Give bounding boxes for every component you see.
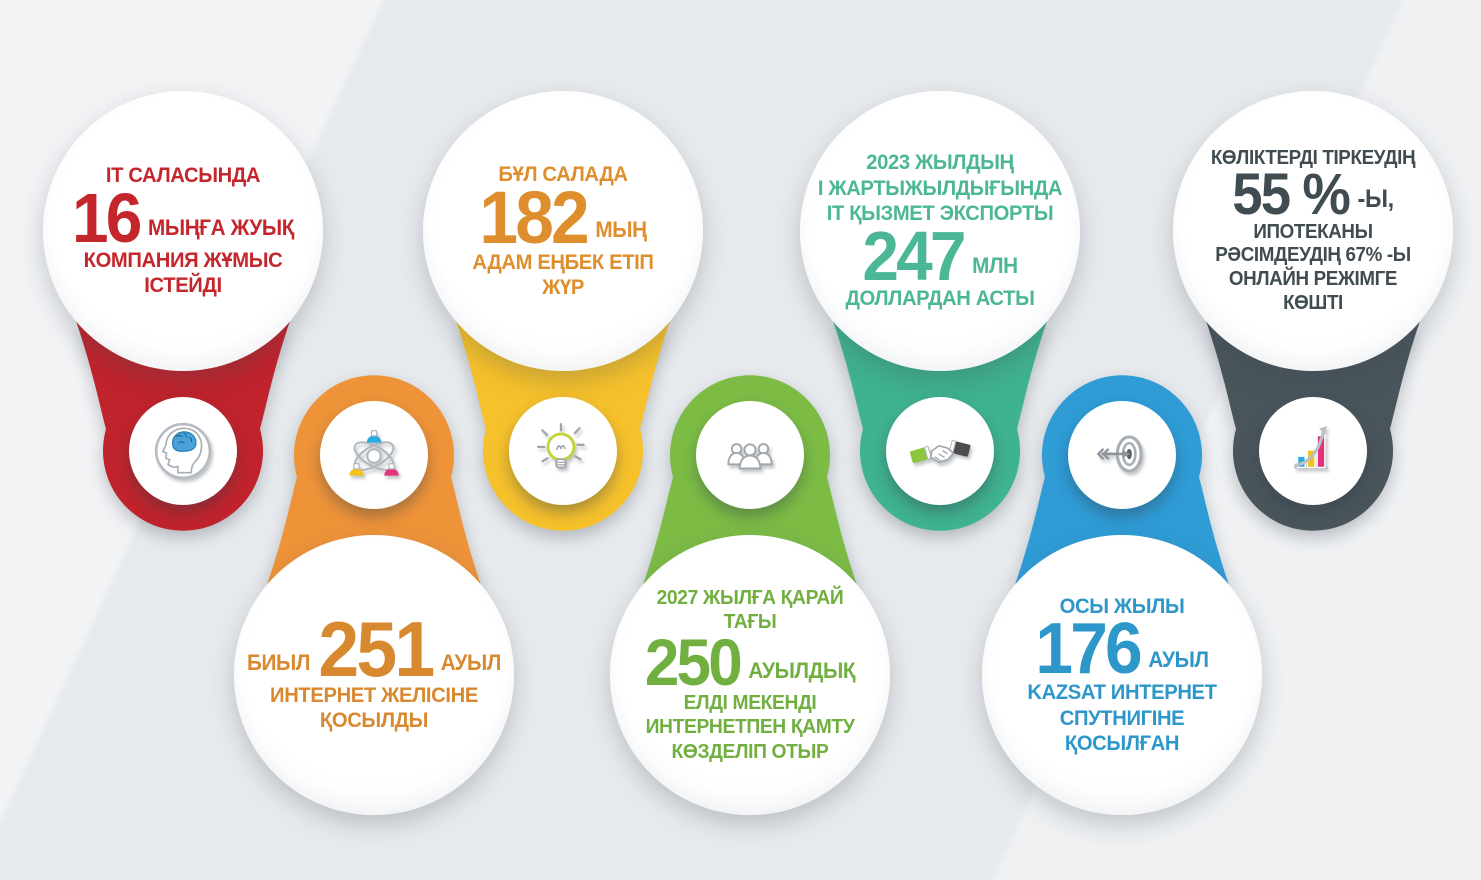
- stat-unit-villages-2027-plan: 2027 ЖЫЛҒА ҚАРАЙ ТАҒЫ 250 АУЫЛДЫҚ ЕЛДІ М…: [590, 0, 910, 880]
- team-people-icon: [696, 401, 804, 509]
- stat-line: KAZSAT ИНТЕРНЕТ: [1027, 680, 1217, 705]
- stat-line: ІСТЕЙДІ: [144, 273, 222, 298]
- idea-bulb-icon: [509, 397, 617, 505]
- stat-line: ИПОТЕКАНЫ: [1253, 220, 1373, 243]
- handshake-icon: [886, 397, 994, 505]
- stat-line: ИНТЕРНЕТПЕН ҚАМТУ: [645, 715, 855, 739]
- stat-text: КӨЛІКТЕРДІ ТІРКЕУДІҢ 55 % -Ы, ИПОТЕКАНЫ …: [1181, 91, 1444, 371]
- stat-line: ОНЛАЙН РЕЖІМГЕ: [1228, 267, 1398, 290]
- stat-number-suffix: АУЫЛ: [1148, 647, 1209, 673]
- stat-line: КӨШТІ: [1283, 291, 1343, 314]
- stat-number-row: 55 % -Ы,: [1232, 162, 1394, 228]
- stat-number-suffix: МЫҢҒА ЖУЫҚ: [148, 215, 295, 241]
- connector-shape: [76, 321, 290, 531]
- connector-shape: [267, 375, 481, 585]
- stat-bubble: БИЫЛ 251 АУЫЛ ИНТЕРНЕТ ЖЕЛІСІНЕ ҚОСЫЛДЫ: [234, 535, 514, 815]
- stat-number-suffix: МЛН: [972, 253, 1018, 279]
- stat-bubble: IT САЛАСЫНДА 16 МЫҢҒА ЖУЫҚ КОМПАНИЯ ЖҰМЫ…: [43, 91, 323, 371]
- target-arrow-icon: [1068, 401, 1176, 509]
- stat-line: АДАМ ЕҢБЕК ЕТІП: [472, 249, 654, 274]
- connector-shape: [643, 375, 857, 585]
- stat-number-row: 247 МЛН: [862, 216, 1018, 295]
- stat-line: І ЖАРТЫЖЫЛДЫҒЫНДА: [817, 175, 1063, 200]
- stat-line: ЖҮР: [542, 275, 584, 300]
- stat-line: КОМПАНИЯ ЖҰМЫС: [83, 248, 283, 273]
- stat-line: ОСЫ ЖЫЛЫ: [1059, 593, 1185, 618]
- stat-text: 2027 ЖЫЛҒА ҚАРАЙ ТАҒЫ 250 АУЫЛДЫҚ ЕЛДІ М…: [618, 535, 881, 815]
- stat-text: БҰЛ САЛАДА 182 МЫҢ АДАМ ЕҢБЕК ЕТІП ЖҮР: [431, 91, 694, 371]
- stat-line: IT ҚЫЗМЕТ ЭКСПОРТЫ: [826, 201, 1054, 226]
- stat-number-row: 182 МЫҢ: [479, 175, 647, 259]
- stat-line: 2027 ЖЫЛҒА ҚАРАЙ: [656, 586, 844, 610]
- stat-line: БҰЛ САЛАДА: [498, 161, 628, 186]
- stat-line: ҚОСЫЛДЫ: [319, 707, 429, 732]
- stat-line: ҚОСЫЛҒАН: [1064, 730, 1180, 755]
- stat-line: ИНТЕРНЕТ ЖЕЛІСІНЕ: [270, 682, 478, 707]
- stat-line: 2023 ЖЫЛДЫҢ: [866, 150, 1014, 175]
- stat-unit-it-companies: IT САЛАСЫНДА 16 МЫҢҒА ЖУЫҚ КОМПАНИЯ ЖҰМЫ…: [23, 0, 343, 880]
- stat-unit-villages-internet: БИЫЛ 251 АУЫЛ ИНТЕРНЕТ ЖЕЛІСІНЕ ҚОСЫЛДЫ: [214, 0, 534, 880]
- stat-bubble: БҰЛ САЛАДА 182 МЫҢ АДАМ ЕҢБЕК ЕТІП ЖҮР: [423, 91, 703, 371]
- connector-shape: [1206, 321, 1420, 531]
- stat-number: 182: [479, 175, 589, 259]
- growth-chart-icon: [1259, 397, 1367, 505]
- stat-line: ЕЛДІ МЕКЕНДІ: [683, 691, 817, 715]
- connector-shape: [456, 321, 670, 531]
- stat-number: 250: [644, 624, 743, 699]
- stat-text: ОСЫ ЖЫЛЫ 176 АУЫЛ KAZSAT ИНТЕРНЕТ СПУТНИ…: [990, 535, 1253, 815]
- head-brain-icon: [129, 397, 237, 505]
- stat-number: 247: [862, 216, 966, 295]
- stat-text: БИЫЛ 251 АУЫЛ ИНТЕРНЕТ ЖЕЛІСІНЕ ҚОСЫЛДЫ: [242, 535, 505, 815]
- stat-unit-villages-kazsat: ОСЫ ЖЫЛЫ 176 АУЫЛ KAZSAT ИНТЕРНЕТ СПУТНИ…: [962, 0, 1282, 880]
- stat-line: IT САЛАСЫНДА: [105, 163, 261, 188]
- stat-number-suffix: -Ы,: [1357, 184, 1394, 213]
- stat-number-suffix: АУЫЛ: [440, 649, 502, 675]
- stat-unit-it-export: 2023 ЖЫЛДЫҢ І ЖАРТЫЖЫЛДЫҒЫНДА IT ҚЫЗМЕТ …: [780, 0, 1100, 880]
- stat-line: СПУТНИГІНЕ: [1059, 705, 1185, 730]
- stat-unit-it-workers: БҰЛ САЛАДА 182 МЫҢ АДАМ ЕҢБЕК ЕТІП ЖҮР: [403, 0, 723, 880]
- stat-number-suffix: АУЫЛДЫҚ: [748, 658, 856, 684]
- connector-shape: [1015, 375, 1229, 585]
- stat-line: ТАҒЫ: [723, 610, 777, 634]
- stat-number: 55 %: [1232, 162, 1351, 228]
- stat-bubble: 2023 ЖЫЛДЫҢ І ЖАРТЫЖЫЛДЫҒЫНДА IT ҚЫЗМЕТ …: [800, 91, 1080, 371]
- connector-shape: [833, 321, 1047, 531]
- stat-bubble: КӨЛІКТЕРДІ ТІРКЕУДІҢ 55 % -Ы, ИПОТЕКАНЫ …: [1173, 91, 1453, 371]
- stat-number-row: БИЫЛ 251 АУЫЛ: [246, 604, 502, 693]
- stat-line: КӨЗДЕЛІП ОТЫР: [671, 739, 829, 763]
- stat-bubble: 2027 ЖЫЛҒА ҚАРАЙ ТАҒЫ 250 АУЫЛДЫҚ ЕЛДІ М…: [610, 535, 890, 815]
- stat-bubble: ОСЫ ЖЫЛЫ 176 АУЫЛ KAZSAT ИНТЕРНЕТ СПУТНИ…: [982, 535, 1262, 815]
- stat-number-row: 250 АУЫЛДЫҚ: [644, 624, 856, 699]
- stat-number-suffix: МЫҢ: [595, 216, 647, 242]
- stat-line: РӘСІМДЕУДІҢ 67% -Ы: [1215, 244, 1411, 267]
- stat-number-row: 176 АУЫЛ: [1035, 609, 1209, 690]
- stat-line: ДОЛЛАРДАН АСТЫ: [845, 286, 1035, 311]
- stat-number: 251: [318, 604, 435, 693]
- stat-text: IT САЛАСЫНДА 16 МЫҢҒА ЖУЫҚ КОМПАНИЯ ЖҰМЫ…: [51, 91, 314, 371]
- stat-number-row: 16 МЫҢҒА ЖУЫҚ: [71, 178, 295, 257]
- science-atom-icon: [320, 401, 428, 509]
- stat-line: КӨЛІКТЕРДІ ТІРКЕУДІҢ: [1210, 146, 1416, 169]
- stat-text: 2023 ЖЫЛДЫҢ І ЖАРТЫЖЫЛДЫҒЫНДА IT ҚЫЗМЕТ …: [808, 91, 1071, 371]
- stat-number: 16: [71, 178, 142, 257]
- stat-unit-online-services: КӨЛІКТЕРДІ ТІРКЕУДІҢ 55 % -Ы, ИПОТЕКАНЫ …: [1153, 0, 1473, 880]
- stat-number-prefix: БИЫЛ: [246, 649, 310, 675]
- stat-number: 176: [1035, 609, 1142, 690]
